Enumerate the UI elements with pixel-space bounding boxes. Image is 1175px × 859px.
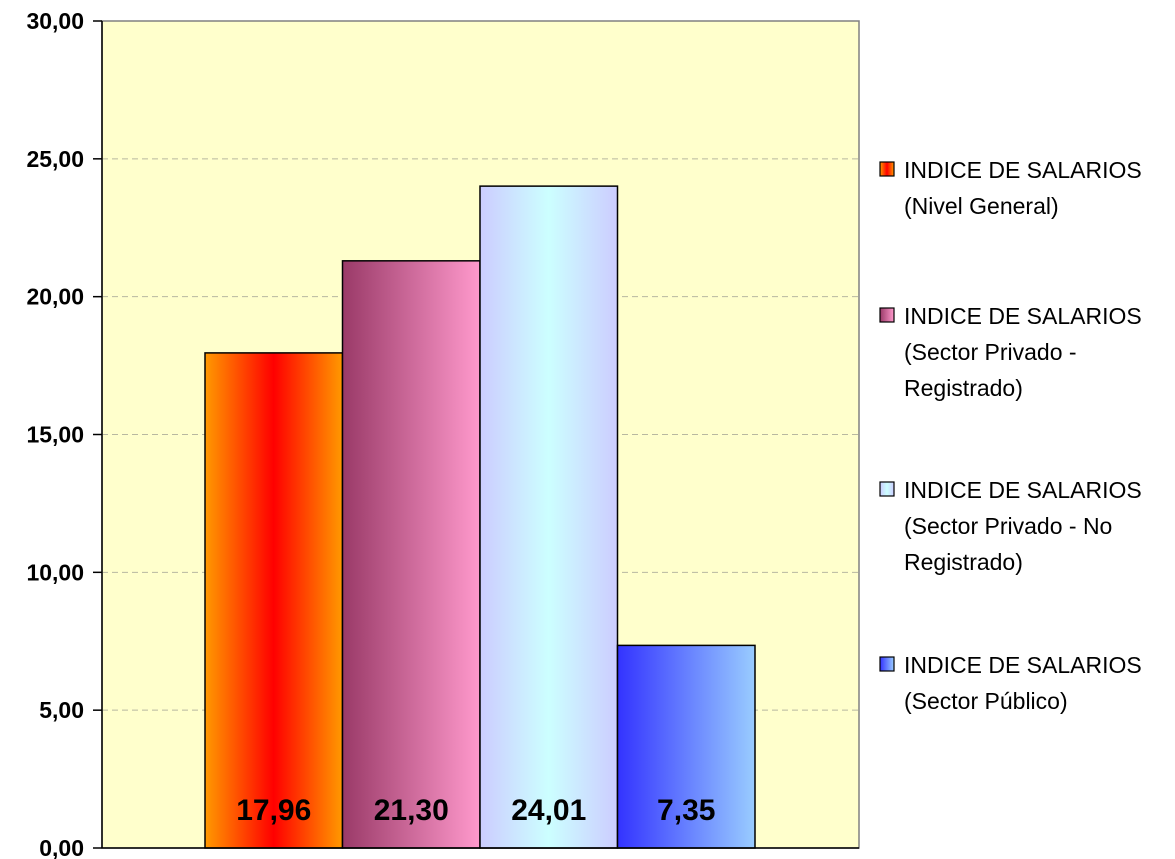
data-label-4: 7,35: [657, 794, 715, 827]
legend-swatch-1: [879, 161, 895, 177]
legend-label-1: INDICE DE SALARIOS: [904, 157, 1142, 183]
legend-swatch-4: [879, 656, 895, 672]
data-labels: 17,96 21,30 24,01 7,35: [236, 794, 715, 827]
y-tick-label: 25,00: [26, 146, 84, 172]
legend-label-1: (Nivel General): [904, 193, 1059, 219]
bar-3: [479, 185, 619, 849]
y-tick-label: 5,00: [39, 697, 84, 723]
bar-4: [616, 644, 756, 849]
legend-label-2: (Sector Privado -: [904, 339, 1077, 365]
legend-label-3: INDICE DE SALARIOS: [904, 477, 1142, 503]
y-tick-label: 10,00: [26, 559, 84, 585]
y-axis: 0,00 5,00 10,00 15,00 20,00 25,00 30,00: [26, 8, 859, 859]
legend: INDICE DE SALARIOS (Nivel General) INDICE …: [879, 157, 1142, 714]
legend-label-2: Registrado): [904, 375, 1023, 401]
legend-swatch-2: [879, 307, 895, 323]
y-tick-label: 0,00: [39, 835, 84, 859]
legend-label-4: INDICE DE SALARIOS: [904, 652, 1142, 678]
y-tick-label: 20,00: [26, 284, 84, 310]
data-label-1: 17,96: [236, 794, 311, 827]
y-tick-label: 30,00: [26, 8, 84, 34]
data-label-2: 21,30: [374, 794, 449, 827]
legend-label-3: (Sector Privado - No: [904, 513, 1112, 539]
y-tick-label: 15,00: [26, 422, 84, 448]
bar-1: [204, 352, 344, 849]
bars: [204, 185, 756, 849]
legend-swatch-3: [879, 481, 895, 497]
data-label-3: 24,01: [511, 794, 586, 827]
bar-2: [341, 260, 481, 849]
legend-label-2: INDICE DE SALARIOS: [904, 303, 1142, 329]
legend-label-3: Registrado): [904, 549, 1023, 575]
legend-label-4: (Sector Público): [904, 688, 1068, 714]
